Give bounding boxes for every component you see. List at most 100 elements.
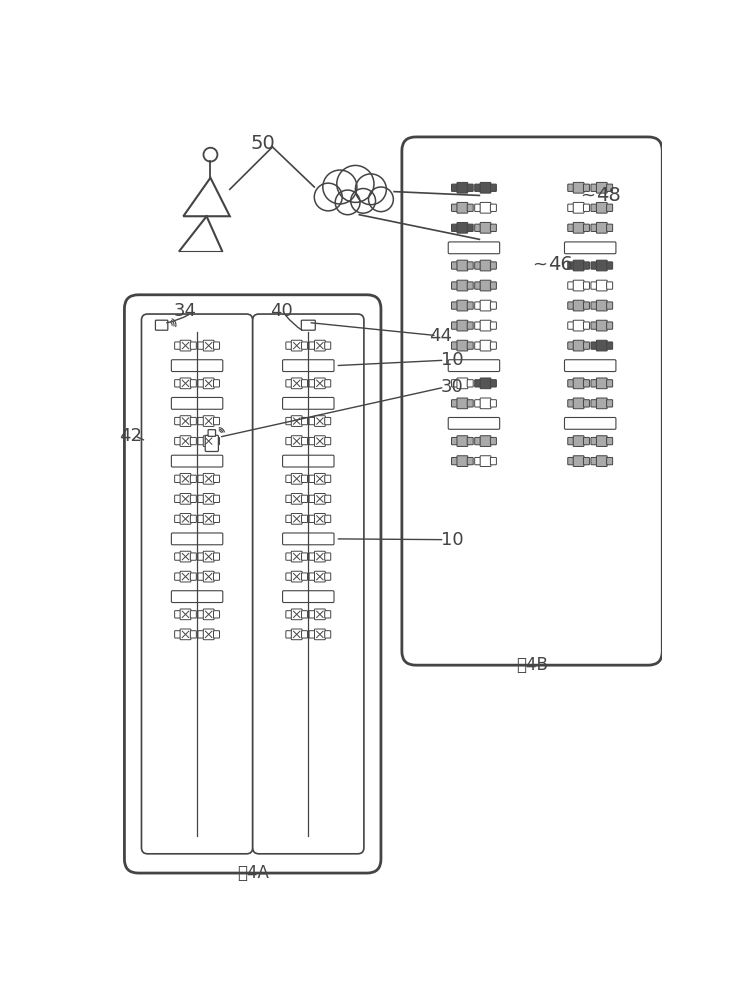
FancyBboxPatch shape [204, 551, 214, 562]
FancyBboxPatch shape [457, 182, 467, 193]
FancyBboxPatch shape [325, 515, 331, 523]
FancyBboxPatch shape [198, 515, 204, 523]
FancyBboxPatch shape [467, 224, 473, 231]
FancyBboxPatch shape [596, 222, 607, 233]
FancyBboxPatch shape [606, 302, 613, 309]
Text: 34: 34 [173, 302, 196, 320]
FancyBboxPatch shape [175, 380, 181, 387]
FancyBboxPatch shape [457, 280, 467, 291]
FancyBboxPatch shape [480, 436, 491, 446]
FancyBboxPatch shape [467, 457, 473, 465]
FancyBboxPatch shape [591, 437, 597, 445]
FancyBboxPatch shape [171, 455, 223, 467]
FancyBboxPatch shape [567, 342, 574, 349]
FancyBboxPatch shape [467, 437, 473, 445]
FancyBboxPatch shape [190, 380, 196, 387]
Text: 图4A: 图4A [237, 864, 268, 882]
FancyBboxPatch shape [175, 573, 181, 580]
FancyBboxPatch shape [467, 380, 473, 387]
Text: 30: 30 [441, 378, 464, 396]
FancyBboxPatch shape [309, 437, 315, 445]
FancyBboxPatch shape [213, 631, 220, 638]
FancyBboxPatch shape [315, 609, 326, 620]
FancyBboxPatch shape [584, 224, 589, 231]
FancyBboxPatch shape [198, 495, 204, 503]
FancyBboxPatch shape [567, 302, 574, 309]
FancyBboxPatch shape [573, 340, 584, 351]
FancyBboxPatch shape [282, 455, 334, 467]
Text: 48: 48 [595, 186, 620, 205]
FancyBboxPatch shape [301, 573, 307, 580]
FancyBboxPatch shape [190, 631, 196, 638]
FancyBboxPatch shape [325, 553, 331, 560]
Circle shape [335, 190, 360, 215]
FancyBboxPatch shape [325, 573, 331, 580]
FancyBboxPatch shape [198, 437, 204, 445]
FancyBboxPatch shape [584, 302, 589, 309]
FancyBboxPatch shape [180, 436, 191, 446]
FancyBboxPatch shape [451, 204, 457, 211]
FancyBboxPatch shape [286, 553, 292, 560]
FancyBboxPatch shape [198, 631, 204, 638]
FancyBboxPatch shape [457, 222, 467, 233]
FancyBboxPatch shape [573, 222, 584, 233]
FancyBboxPatch shape [325, 631, 331, 638]
FancyBboxPatch shape [591, 204, 597, 211]
FancyBboxPatch shape [467, 262, 473, 269]
Text: 图4B: 图4B [516, 656, 548, 674]
FancyBboxPatch shape [596, 456, 607, 466]
FancyBboxPatch shape [175, 437, 181, 445]
FancyBboxPatch shape [606, 204, 613, 211]
FancyBboxPatch shape [490, 380, 496, 387]
FancyBboxPatch shape [475, 262, 481, 269]
FancyBboxPatch shape [606, 457, 613, 465]
FancyBboxPatch shape [190, 553, 196, 560]
FancyBboxPatch shape [596, 202, 607, 213]
FancyBboxPatch shape [573, 378, 584, 389]
FancyBboxPatch shape [596, 320, 607, 331]
FancyBboxPatch shape [591, 342, 597, 349]
FancyBboxPatch shape [190, 611, 196, 618]
FancyBboxPatch shape [564, 360, 616, 372]
FancyBboxPatch shape [198, 573, 204, 580]
FancyBboxPatch shape [606, 380, 613, 387]
FancyBboxPatch shape [451, 184, 457, 191]
FancyBboxPatch shape [606, 262, 613, 269]
FancyBboxPatch shape [204, 436, 214, 446]
FancyBboxPatch shape [490, 224, 496, 231]
FancyBboxPatch shape [315, 340, 326, 351]
FancyBboxPatch shape [467, 400, 473, 407]
FancyBboxPatch shape [448, 417, 500, 429]
FancyBboxPatch shape [451, 380, 457, 387]
Text: 44: 44 [429, 327, 452, 345]
FancyBboxPatch shape [291, 493, 302, 504]
FancyBboxPatch shape [301, 475, 307, 482]
FancyBboxPatch shape [591, 262, 597, 269]
FancyBboxPatch shape [584, 380, 589, 387]
FancyBboxPatch shape [584, 204, 589, 211]
FancyBboxPatch shape [490, 302, 496, 309]
FancyBboxPatch shape [606, 282, 613, 289]
FancyBboxPatch shape [567, 204, 574, 211]
FancyBboxPatch shape [301, 437, 307, 445]
FancyBboxPatch shape [480, 340, 491, 351]
FancyBboxPatch shape [175, 515, 181, 523]
Circle shape [351, 189, 376, 213]
FancyBboxPatch shape [596, 398, 607, 409]
FancyBboxPatch shape [584, 322, 589, 329]
Circle shape [368, 187, 393, 212]
FancyBboxPatch shape [180, 551, 191, 562]
FancyBboxPatch shape [475, 457, 481, 465]
FancyBboxPatch shape [175, 631, 181, 638]
FancyBboxPatch shape [208, 430, 215, 436]
FancyBboxPatch shape [451, 400, 457, 407]
FancyBboxPatch shape [457, 398, 467, 409]
FancyBboxPatch shape [606, 322, 613, 329]
FancyBboxPatch shape [301, 553, 307, 560]
FancyBboxPatch shape [213, 495, 220, 503]
FancyBboxPatch shape [175, 611, 181, 618]
FancyBboxPatch shape [204, 340, 214, 351]
FancyBboxPatch shape [573, 300, 584, 311]
FancyBboxPatch shape [567, 282, 574, 289]
FancyBboxPatch shape [180, 571, 191, 582]
